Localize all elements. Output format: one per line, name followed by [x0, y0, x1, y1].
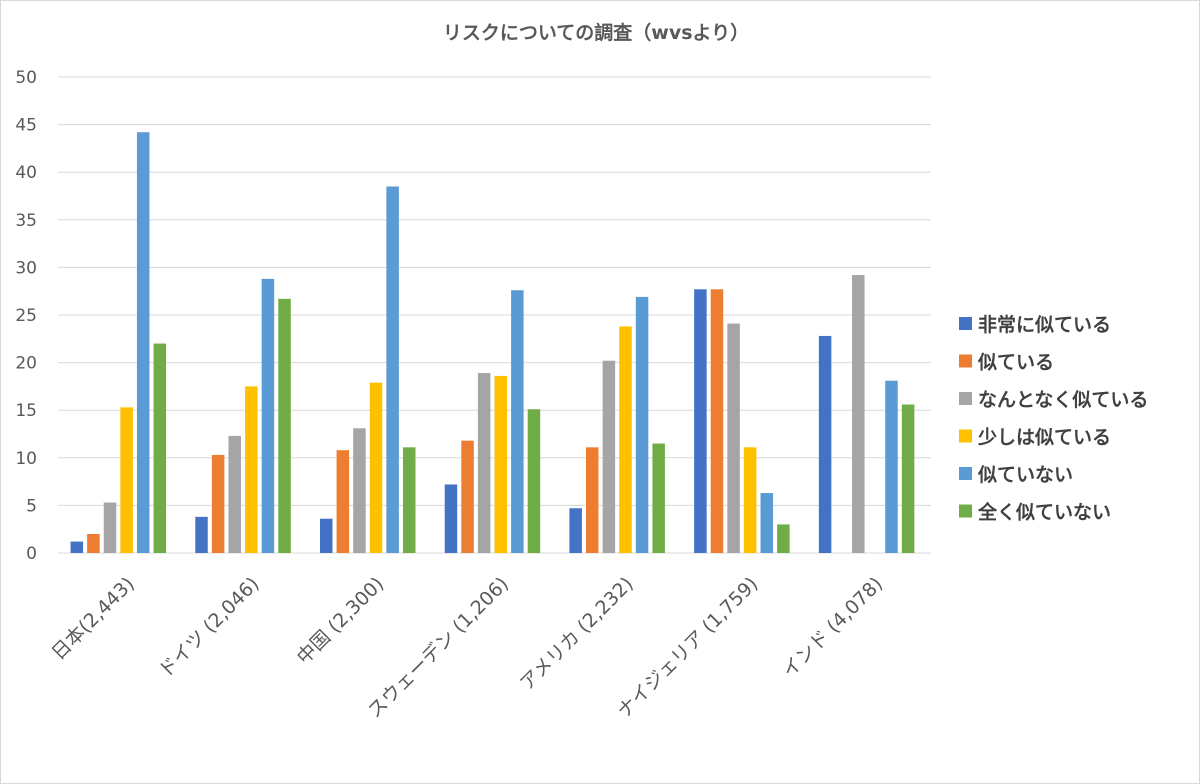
bar: [228, 435, 241, 553]
bars: [70, 132, 915, 554]
bar: [136, 132, 150, 553]
x-category-label: ナイジェリア (1,759): [613, 573, 762, 722]
bar: [477, 373, 491, 553]
bar: [386, 186, 399, 554]
bar: [635, 296, 649, 553]
bar: [852, 275, 865, 553]
y-tick-label: 45: [15, 116, 37, 136]
x-category-label: インド (4,078): [778, 573, 887, 682]
y-tick-label: 25: [15, 306, 37, 326]
bar: [153, 343, 167, 553]
legend-swatch: [959, 392, 972, 405]
bar: [461, 440, 474, 553]
legend-label: 似ている: [977, 352, 1054, 374]
bar: [511, 290, 524, 553]
bar: [694, 289, 707, 553]
bar: [103, 502, 117, 553]
bar: [885, 380, 898, 553]
y-tick-label: 30: [15, 258, 37, 278]
x-category-label: 日本(2,443): [48, 573, 139, 664]
y-tick-label: 5: [26, 496, 37, 516]
bar: [586, 447, 599, 553]
bar: [369, 382, 383, 553]
legend-label: 全く似ていない: [977, 501, 1111, 524]
bar: [70, 541, 84, 553]
bar: [319, 518, 333, 553]
legend-swatch: [959, 429, 972, 443]
legend-label: 少しは似ている: [977, 427, 1111, 449]
y-tick-label: 10: [15, 449, 37, 469]
legend-label: なんとなく似ている: [978, 389, 1148, 411]
y-tick-label: 20: [15, 354, 37, 374]
legend-label: 非常に似ている: [978, 313, 1111, 336]
bar: [494, 375, 507, 553]
x-category-label: スウェーデン (1,206): [364, 573, 513, 722]
bar: [619, 326, 632, 553]
bar: [710, 289, 724, 553]
bar: [211, 454, 225, 553]
y-tick-label: 40: [15, 163, 37, 183]
bar: [402, 447, 416, 553]
legend-swatch: [959, 354, 972, 368]
y-tick-label: 50: [15, 68, 37, 88]
legend-swatch: [959, 504, 972, 518]
bar: [743, 447, 757, 553]
chart-title: リスクについての調査（wvsより）: [443, 21, 749, 44]
x-axis-category-labels: 日本(2,443) ドイツ (2,046) 中国 (2,300)スウェーデン (1,…: [48, 573, 888, 722]
bar: [652, 443, 665, 553]
bar: [569, 508, 582, 553]
bar: [777, 524, 790, 553]
bar: [120, 407, 133, 553]
bar: [444, 484, 458, 553]
bar: [87, 533, 100, 553]
bar: [818, 335, 832, 553]
y-tick-label: 0: [26, 544, 37, 564]
bar: [245, 386, 258, 553]
x-category-label: アメリカ (2,232): [516, 573, 638, 695]
legend-swatch: [959, 317, 972, 330]
legend-label: 似ていない: [977, 464, 1073, 486]
bar: [901, 404, 915, 553]
grid-layer: [58, 76, 931, 554]
y-tick-label: 35: [15, 211, 37, 231]
bar: [727, 323, 740, 553]
y-axis-tick-labels: 0 5 10 15 20 25 30 35 40 45 50: [15, 68, 37, 564]
bar: [336, 450, 350, 553]
x-category-label: 中国 (2,300): [293, 573, 389, 669]
bar: [278, 298, 291, 553]
bar: [353, 428, 366, 553]
y-tick-label: 15: [15, 401, 37, 421]
bar: [195, 516, 208, 553]
legend-swatch: [959, 467, 972, 480]
bar: [261, 278, 275, 553]
bar: [527, 409, 541, 553]
bar: [602, 360, 616, 553]
bar: [760, 493, 774, 553]
x-category-label: ドイツ (2,046): [155, 573, 264, 682]
